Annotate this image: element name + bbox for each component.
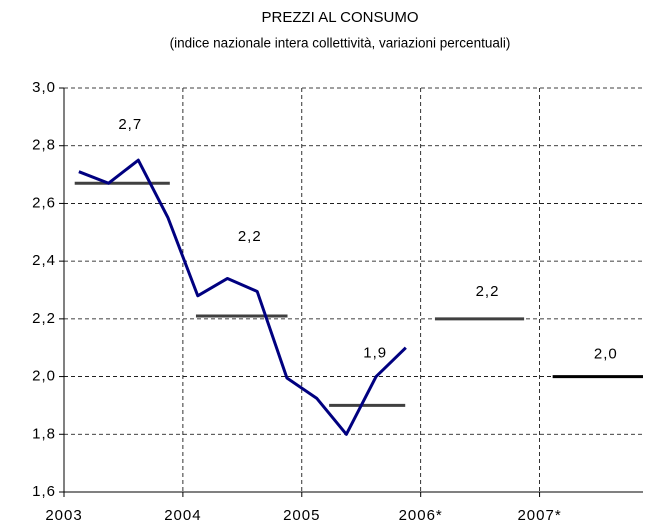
x-tick-label: 2005	[283, 507, 320, 524]
data-label: 2,2	[476, 283, 500, 300]
y-tick-label: 2,0	[32, 368, 56, 385]
y-tick-label: 2,4	[32, 252, 56, 269]
x-tick-label: 2003	[45, 507, 82, 524]
chart-title: PREZZI AL CONSUMO	[262, 9, 419, 26]
y-tick-label: 3,0	[32, 79, 56, 96]
data-label: 1,9	[363, 344, 387, 361]
line-series	[78, 158, 407, 436]
data-label: 2,7	[118, 116, 142, 133]
y-tick-label: 2,2	[32, 310, 56, 327]
chart-subtitle: (indice nazionale intera collettività, v…	[170, 36, 511, 51]
y-tick-label: 1,8	[32, 425, 56, 442]
data-label: 2,2	[238, 228, 262, 245]
x-tick-label: 2004	[164, 507, 201, 524]
x-tick-label: 2007*	[517, 507, 561, 524]
y-tick-label: 1,6	[32, 483, 56, 500]
y-tick-label: 2,8	[32, 137, 56, 154]
y-tick-label: 2,6	[32, 194, 56, 211]
data-label: 2,0	[594, 346, 618, 363]
x-tick-label: 2006*	[399, 507, 443, 524]
